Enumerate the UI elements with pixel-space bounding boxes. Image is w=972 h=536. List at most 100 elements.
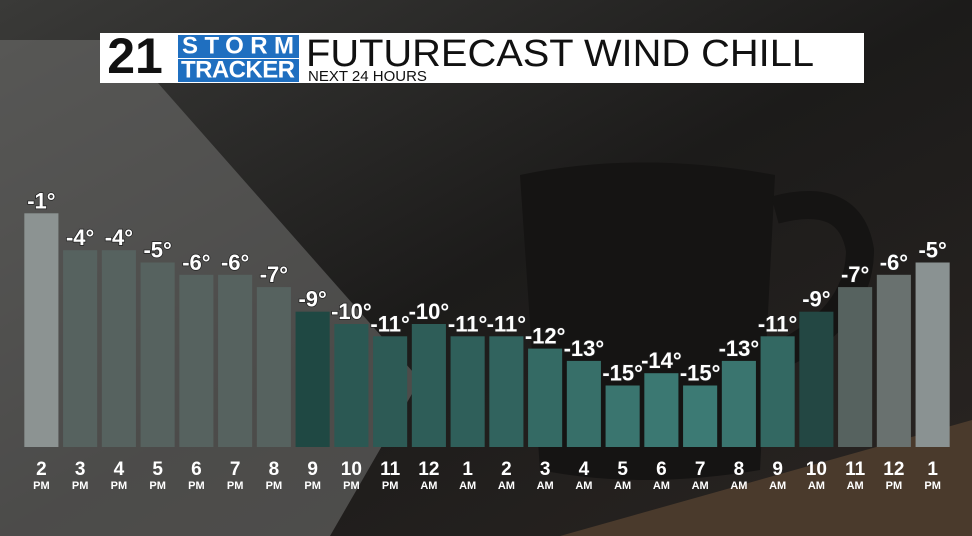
x-tick-period: PM [382,480,399,492]
bar [605,385,640,447]
x-tick-label: 11 [845,459,866,480]
x-tick-period: PM [924,480,941,492]
logo-top-box [178,35,299,58]
chart-title: FUTURECAST WIND CHILL [306,33,814,75]
bar [876,274,911,447]
x-tick-label: 6 [656,459,667,480]
value-label: -4° [105,225,133,250]
bar [644,373,679,447]
logo-number: 21 [107,28,163,84]
value-label: -12° [525,324,566,349]
x-tick-period: AM [575,480,592,492]
value-label: -5° [143,238,171,263]
value-label: -11° [370,311,409,336]
value-label: -15° [602,361,643,386]
x-tick-label: 1 [462,459,473,480]
x-tick-label: 5 [617,459,628,480]
logo-bottom: TRACKER [181,56,295,83]
value-label: -10° [409,299,450,324]
bar [915,262,950,447]
x-tick-period: AM [537,480,554,492]
bar [799,311,834,447]
x-tick-period: PM [72,480,89,492]
chart-subtitle: NEXT 24 HOURS [308,68,427,85]
x-tick-label: 9 [307,459,318,480]
x-tick-label: 4 [114,459,125,480]
table [560,420,972,536]
x-tick-label: 10 [341,459,362,480]
bar [24,213,59,447]
value-label: -10° [331,299,372,324]
x-tick-period: AM [847,480,864,492]
bar [838,287,873,447]
x-tick-label: 12 [418,459,439,480]
x-tick-label: 2 [36,459,47,480]
value-label: -7° [841,262,869,287]
bar [101,250,136,447]
x-tick-period: AM [498,480,515,492]
x-tick-period: PM [343,480,360,492]
x-tick-period: PM [304,480,321,492]
x-tick-period: PM [111,480,128,492]
value-label: -13° [564,336,605,361]
value-label: -9° [802,287,830,312]
value-label: -11° [487,311,526,336]
bar [683,385,718,447]
value-label: -14° [641,348,682,373]
bar [63,250,98,447]
x-tick-period: AM [420,480,437,492]
bar [295,311,330,447]
value-label: -6° [221,250,249,275]
x-tick-period: AM [730,480,747,492]
x-tick-period: AM [459,480,476,492]
value-label: -5° [918,238,946,263]
value-label: -4° [66,225,94,250]
x-tick-label: 7 [695,459,706,480]
x-tick-period: PM [227,480,244,492]
x-tick-label: 9 [772,459,783,480]
bar [528,348,563,447]
x-tick-period: PM [266,480,283,492]
value-label: -11° [758,311,797,336]
value-label: -6° [182,250,210,275]
x-tick-period: AM [614,480,631,492]
value-label: -9° [298,287,326,312]
bar [179,274,214,447]
x-tick-period: AM [808,480,825,492]
value-label: -15° [680,361,721,386]
bar [218,274,253,447]
x-tick-label: 6 [191,459,202,480]
logo-bottom-box [178,59,299,82]
x-tick-period: PM [886,480,903,492]
x-tick-period: PM [149,480,166,492]
x-tick-period: PM [33,480,50,492]
bar [373,336,408,447]
bar [140,262,175,447]
bar [489,336,524,447]
value-label: -6° [880,250,908,275]
value-label: -1° [27,188,55,213]
bar [411,324,446,447]
x-tick-period: AM [769,480,786,492]
value-label: -13° [719,336,760,361]
x-tick-label: 3 [540,459,551,480]
x-tick-label: 3 [75,459,86,480]
x-tick-label: 12 [883,459,904,480]
bar [566,360,601,447]
x-tick-label: 2 [501,459,512,480]
value-label: -11° [448,311,487,336]
x-tick-period: AM [653,480,670,492]
x-tick-period: AM [692,480,709,492]
bar [334,324,369,447]
x-tick-label: 4 [579,459,590,480]
bar [256,287,291,447]
x-tick-period: PM [188,480,205,492]
x-tick-label: 5 [152,459,163,480]
bar [760,336,795,447]
x-tick-label: 7 [230,459,241,480]
bar [721,360,756,447]
x-tick-label: 1 [927,459,938,480]
x-tick-label: 10 [806,459,827,480]
x-tick-label: 8 [269,459,280,480]
